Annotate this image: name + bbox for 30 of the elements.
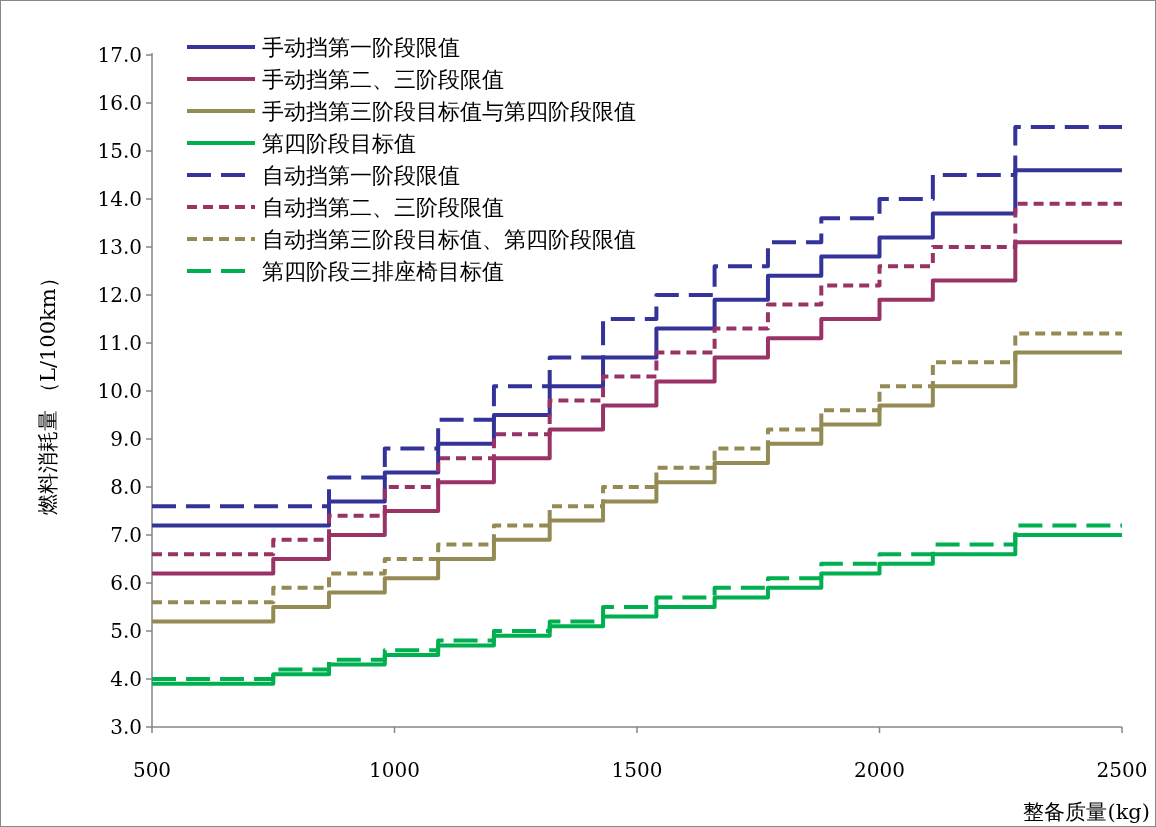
legend-label: 第四阶段目标值 — [262, 131, 416, 156]
y-tick-label: 4.0 — [110, 667, 142, 691]
y-tick-label: 11.0 — [97, 331, 142, 355]
x-axis-title: 整备质量(kg) — [1023, 800, 1150, 824]
legend-label: 手动挡第三阶段目标值与第四阶段限值 — [262, 99, 636, 124]
legend-label: 自动挡第一阶段限值 — [262, 163, 460, 188]
y-tick-label: 16.0 — [97, 91, 142, 115]
x-tick-label: 1000 — [369, 758, 420, 782]
y-tick-label: 9.0 — [110, 427, 142, 451]
x-tick-label: 1500 — [611, 758, 663, 782]
y-tick-label: 8.0 — [110, 475, 142, 499]
x-tick-label: 500 — [132, 758, 172, 782]
legend-label: 手动挡第二、三阶段限值 — [262, 67, 504, 92]
y-tick-label: 5.0 — [110, 619, 142, 643]
y-tick-label: 15.0 — [97, 139, 142, 163]
y-tick-label: 3.0 — [110, 715, 142, 739]
legend-label: 第四阶段三排座椅目标值 — [262, 259, 504, 284]
y-tick-label: 10.0 — [97, 379, 142, 403]
y-tick-label: 14.0 — [97, 187, 142, 211]
legend-label: 手动挡第一阶段限值 — [262, 35, 460, 60]
legend-label: 自动挡第二、三阶段限值 — [262, 195, 504, 220]
y-tick-label: 6.0 — [110, 571, 142, 595]
y-tick-label: 7.0 — [110, 523, 142, 547]
y-tick-label: 17.0 — [97, 43, 142, 67]
x-tick-label: 2000 — [854, 758, 905, 782]
legend-label: 自动挡第三阶段目标值、第四阶段限值 — [262, 227, 636, 252]
y-axis-title: 燃料消耗量 （L/100km） — [36, 267, 60, 515]
y-tick-label: 12.0 — [97, 283, 142, 307]
x-tick-label: 2500 — [1096, 758, 1148, 782]
y-tick-label: 13.0 — [97, 235, 142, 259]
